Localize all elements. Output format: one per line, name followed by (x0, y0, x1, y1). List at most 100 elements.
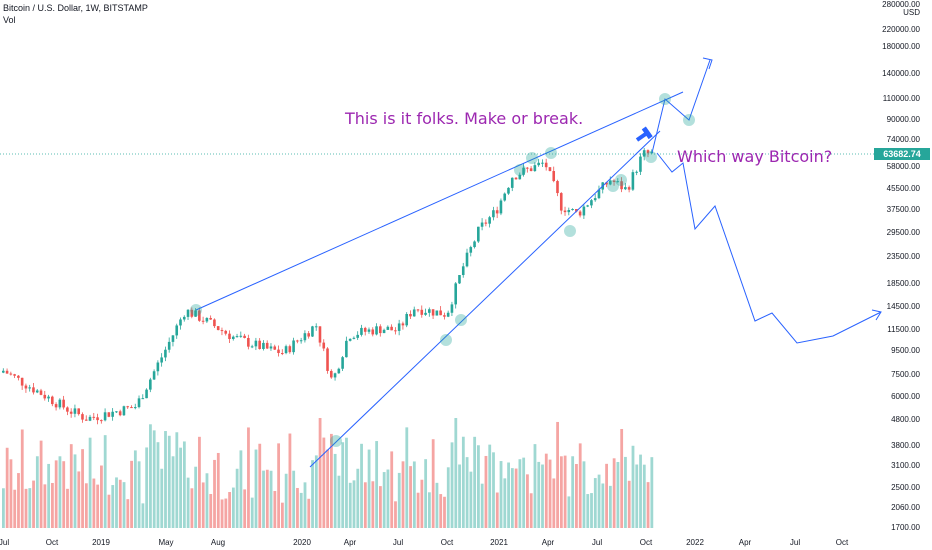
price-tick-label: 45500.00 (887, 184, 921, 193)
candle-body (518, 174, 522, 180)
volume-bar (24, 488, 28, 528)
candle-body (499, 200, 503, 214)
candle-body (216, 326, 220, 331)
candle-body (111, 411, 114, 417)
candle-body (356, 334, 359, 338)
candle-body (77, 408, 80, 415)
volume-bar (639, 454, 642, 528)
volume-bar (228, 492, 231, 528)
volume-bar (461, 436, 465, 528)
candle-body (235, 336, 239, 338)
volume-bar (435, 482, 439, 528)
chart-legend: Bitcoin / U.S. Dollar, 1W, BITSTAMP Vol (3, 2, 148, 26)
candle-body (337, 368, 341, 374)
volume-bar (514, 468, 518, 528)
hammer-icon (635, 126, 653, 142)
candle-body (28, 387, 31, 389)
candle-body (624, 187, 627, 190)
volume-bar (115, 477, 118, 528)
volume-bar (107, 494, 111, 528)
time-tick-label: Oct (46, 538, 59, 547)
volume-bar (333, 453, 337, 528)
candle-body (635, 171, 638, 173)
candle-body (92, 416, 96, 418)
bear-path (656, 152, 882, 344)
volume-bar (284, 473, 288, 528)
candle-body (642, 150, 646, 157)
volume-bar (510, 468, 514, 528)
candle-body (590, 200, 593, 206)
touch-point-marker (607, 180, 619, 192)
price-tick-label: 7500.00 (891, 370, 920, 379)
volume-bar (601, 483, 605, 528)
candle-body (311, 326, 314, 337)
volume-bar (81, 449, 84, 528)
candle-body (43, 394, 47, 399)
volume-bar (216, 452, 220, 528)
volume-bar (575, 463, 578, 528)
candle-body (488, 217, 491, 224)
candle-body (537, 162, 540, 166)
volume-bar (363, 482, 367, 528)
volume-bar (175, 432, 179, 528)
time-tick-label: May (158, 538, 173, 547)
volume-bar (420, 479, 424, 528)
candle-body (24, 385, 28, 389)
volume-bar (646, 482, 650, 528)
candle-body (345, 340, 348, 358)
volume-bar (235, 468, 239, 528)
candle-body (597, 189, 601, 199)
candle-body (608, 180, 612, 185)
volume-bar (35, 456, 39, 528)
volume-bar (503, 478, 507, 528)
candle-body (314, 326, 318, 328)
price-tick-label: 220000.00 (882, 25, 920, 34)
candle-body (465, 252, 469, 267)
volume-bar (118, 479, 122, 528)
volume-bar (326, 449, 330, 528)
candle-body (152, 371, 156, 380)
volume-bar (382, 472, 386, 528)
volume-bar (198, 436, 201, 528)
bull-arrowhead (702, 57, 713, 70)
candle-body (386, 326, 390, 330)
volume-bar (499, 461, 503, 528)
candle-body (367, 329, 371, 332)
volume-bar (77, 471, 81, 528)
volume-bar (329, 433, 333, 528)
time-tick-label: Apr (739, 538, 752, 547)
price-tick-label: 180000.00 (882, 42, 920, 51)
candle-body (363, 327, 367, 332)
volume-bar (273, 490, 277, 528)
volume-bar (254, 449, 258, 528)
candle-body (439, 310, 442, 316)
volume-bar (299, 492, 303, 528)
volume-bar (348, 482, 352, 528)
candle-body (582, 206, 586, 216)
volume-bar (484, 455, 488, 528)
volume-bar (201, 482, 205, 528)
volume-bar (262, 470, 265, 528)
candle-body (115, 411, 118, 413)
price-tick-label: 4800.00 (891, 415, 920, 424)
candle-body (209, 317, 212, 320)
volume-bar (292, 470, 296, 528)
touch-point-marker (190, 304, 202, 316)
volume-bar (17, 473, 20, 528)
candle-body (171, 335, 175, 342)
volume-bar (458, 464, 461, 528)
price-tick-label: 11500.00 (887, 325, 920, 334)
candle-body (571, 209, 574, 211)
volume-bar (182, 441, 186, 528)
candle-body (96, 417, 99, 421)
volume-bar (405, 427, 409, 528)
candle-body (390, 326, 393, 331)
volume-bar (394, 501, 397, 528)
candle-body (477, 226, 480, 242)
volume-bar (322, 437, 326, 528)
candle-body (20, 377, 24, 386)
volume-bar (360, 443, 363, 528)
volume-bar (367, 449, 371, 528)
volume-bar (477, 445, 480, 528)
